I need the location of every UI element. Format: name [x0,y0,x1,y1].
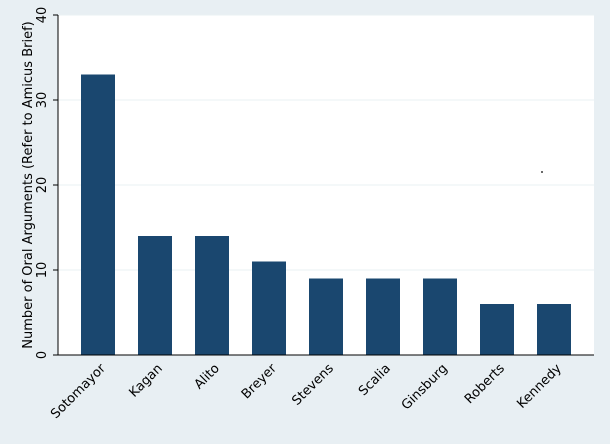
x-category-label: Breyer [239,361,280,402]
y-tick-label: 40 [35,7,50,24]
y-tick-label: 10 [35,262,50,279]
bar-sotomayor [81,74,115,355]
bar-alito [195,236,229,355]
bar-roberts [480,304,514,355]
x-category-label: Alito [192,361,223,392]
x-category-label: Stevens [289,361,337,409]
x-category-label: Kennedy [514,361,565,412]
x-category-label: Scalia [356,361,394,399]
y-axis-ticks: 0 10 20 30 40 [35,7,58,359]
x-category-label: Sotomayor [48,361,109,422]
bar-kennedy [537,304,571,355]
bar-breyer [252,261,286,355]
stray-dot [541,171,543,173]
x-category-label: Kagan [126,361,165,400]
x-category-label: Roberts [462,361,508,407]
y-tick-label: 20 [35,177,50,194]
bar-kagan [138,236,172,355]
y-axis-title: Number of Oral Arguments (Refer to Amicu… [21,21,36,348]
x-category-label: Ginsburg [399,361,451,413]
y-tick-label: 30 [35,92,50,109]
bar-ginsburg [423,278,457,355]
bars [81,74,571,355]
bar-stevens [309,278,343,355]
y-tick-label: 0 [35,351,50,359]
bar-scalia [366,278,400,355]
x-axis-labels: Sotomayor Kagan Alito Breyer Stevens Scalia Gi… [48,361,565,422]
